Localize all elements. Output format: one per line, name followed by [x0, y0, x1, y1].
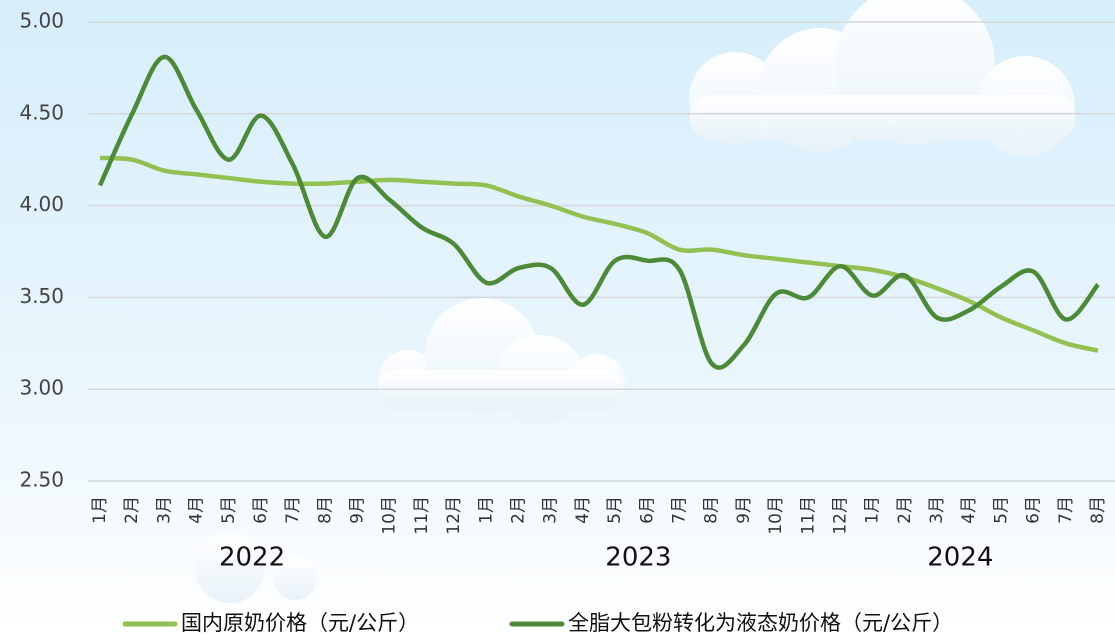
x-tick-label: 9月 [348, 496, 368, 524]
x-tick-label: 8月 [1088, 496, 1108, 524]
x-tick-label: 3月 [927, 496, 947, 524]
x-tick-label: 6月 [251, 496, 271, 524]
y-tick-label: 5.00 [19, 9, 64, 33]
year-label: 2024 [927, 543, 993, 573]
x-tick-label: 6月 [1024, 496, 1044, 524]
x-tick-label: 7月 [669, 496, 689, 524]
x-tick-label: 7月 [1056, 496, 1076, 524]
x-tick-label: 2月 [509, 496, 529, 524]
x-tick-label: 3月 [154, 496, 174, 524]
x-tick-label: 1月 [476, 496, 496, 524]
x-tick-label: 10月 [766, 496, 786, 535]
y-tick-label: 4.50 [19, 100, 64, 124]
x-tick-label: 9月 [734, 496, 754, 524]
year-label: 2022 [219, 543, 285, 573]
x-tick-label: 11月 [798, 496, 818, 535]
x-tick-label: 12月 [444, 496, 464, 535]
y-tick-label: 2.50 [19, 468, 64, 492]
legend-label: 全脂大包粉转化为液态奶价格（元/公斤） [568, 611, 953, 635]
x-tick-label: 6月 [637, 496, 657, 524]
x-tick-label: 10月 [380, 496, 400, 535]
x-tick-label: 5月 [219, 496, 239, 524]
x-tick-label: 5月 [605, 496, 625, 524]
x-tick-label: 12月 [830, 496, 850, 535]
y-tick-label: 4.00 [19, 192, 64, 216]
x-tick-label: 4月 [959, 496, 979, 524]
x-tick-label: 11月 [412, 496, 432, 535]
y-tick-label: 3.50 [19, 284, 64, 308]
year-label: 2023 [605, 543, 671, 573]
x-tick-label: 5月 [991, 496, 1011, 524]
x-tick-label: 4月 [573, 496, 593, 524]
x-tick-label: 7月 [283, 496, 303, 524]
x-tick-label: 1月 [863, 496, 883, 524]
x-tick-label: 3月 [541, 496, 561, 524]
legend-label: 国内原奶价格（元/公斤） [181, 611, 419, 635]
x-tick-label: 2月 [895, 496, 915, 524]
x-tick-label: 1月 [90, 496, 110, 524]
x-tick-label: 4月 [187, 496, 207, 524]
y-tick-label: 3.00 [19, 376, 64, 400]
x-tick-label: 8月 [702, 496, 722, 524]
chart: 2.50 3.00 3.50 4.00 4.50 5.00 1月 2月 3月 4月 5月 6月 7月 8月… [0, 0, 1115, 636]
x-tick-label: 2月 [122, 496, 142, 524]
x-tick-label: 8月 [315, 496, 335, 524]
